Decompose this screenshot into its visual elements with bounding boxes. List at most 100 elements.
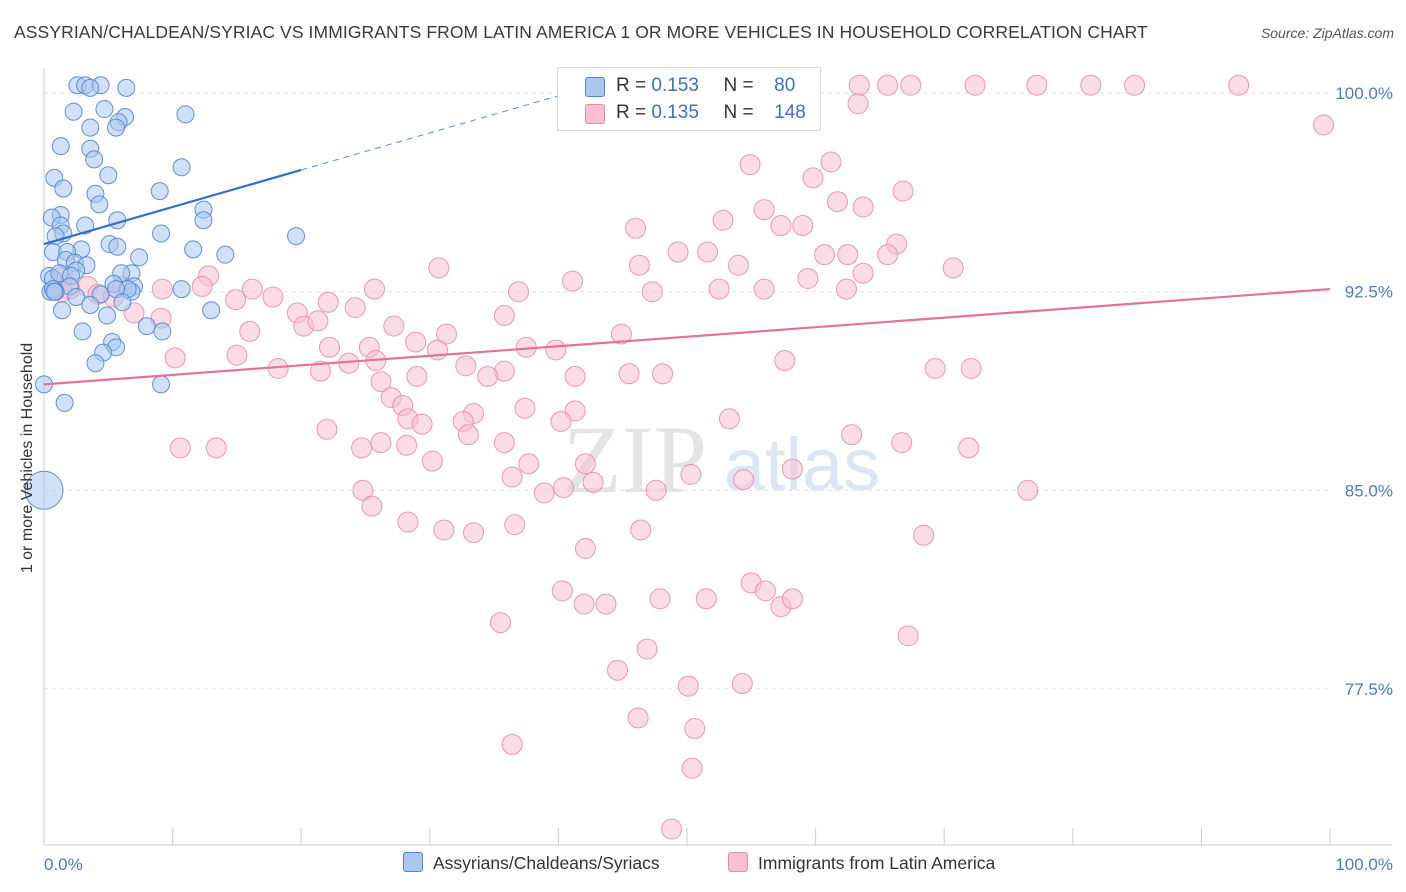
data-point-latin-america [205,437,227,459]
data-point-assyrians [51,137,70,156]
data-point-assyrians [152,375,171,394]
data-point-assyrians [137,317,156,336]
trend-lines [43,78,1331,386]
series-immigrants-latin-america [51,74,1335,840]
legend-n-value: 148 [774,102,806,123]
x-tick-label-min: 0.0% [44,855,83,874]
source-label: Source: ZipAtlas.com [1260,25,1394,41]
data-point-assyrians [55,393,74,412]
legend-r-value: 0.153 [651,75,699,96]
data-point-latin-america [562,270,584,292]
x-tick-label-max: 100.0% [1335,855,1393,874]
data-point-latin-america [463,522,485,544]
data-point-latin-america [641,281,663,303]
data-point-latin-america [1026,74,1048,96]
data-point-latin-america [753,199,775,221]
data-point-assyrians [81,78,100,97]
bottom-legend-item-latin-america: Immigrants from Latin America [728,852,995,876]
data-point-latin-america [307,310,329,332]
data-point-latin-america [370,432,392,454]
data-point-latin-america [753,278,775,300]
data-point-latin-america [820,151,842,173]
data-point-latin-america [718,408,740,430]
data-point-latin-america [960,357,982,379]
data-point-latin-america [574,453,596,475]
data-point-assyrians [85,150,104,169]
data-point-latin-america [501,466,523,488]
data-point-latin-america [792,215,814,237]
data-point-assyrians [107,118,126,137]
data-point-assyrians [53,301,72,320]
data-point-assyrians [54,179,73,198]
legend-n-value: 80 [774,75,796,96]
data-point-latin-america [835,278,857,300]
data-point-latin-america [667,241,689,263]
data-point-latin-america [396,434,418,456]
data-point-assyrians [172,158,191,177]
data-point-assyrians [172,280,191,299]
data-point-latin-america [697,241,719,263]
data-point-latin-america [942,257,964,279]
data-point-latin-america [573,593,595,615]
data-point-latin-america [241,278,263,300]
data-point-assyrians [113,293,132,312]
y-tick-label: 85.0% [1345,481,1393,500]
data-point-latin-america [564,400,586,422]
legend-swatch-blue [585,77,605,97]
data-point-latin-america [564,365,586,387]
trend-line-latin-america [43,287,1331,386]
data-point-latin-america [364,278,386,300]
data-point-latin-america [826,191,848,213]
data-point-latin-america [708,278,730,300]
y-tick-label: 77.5% [1345,680,1393,699]
correlation-legend: R = 0.153 N = 80 R = 0.135 N = 148 [557,67,821,131]
data-point-latin-america [457,424,479,446]
data-point-latin-america [164,347,186,369]
data-point-latin-america [493,305,515,327]
data-point-assyrians [287,227,306,246]
data-point-latin-america [627,707,649,729]
data-point-latin-america [316,418,338,440]
data-point-latin-america [397,511,419,533]
data-point-assyrians [150,182,169,201]
data-point-latin-america [630,519,652,541]
data-point-assyrians [108,237,127,256]
data-point-assyrians [90,195,109,214]
data-point-latin-america [550,410,572,432]
data-point-latin-america [433,519,455,541]
data-point-latin-america [351,437,373,459]
bottom-legend-item-assyrians: Assyrians/Chaldeans/Syriacs [403,852,660,876]
data-point-latin-america [781,458,803,480]
chart-title: ASSYRIAN/CHALDEAN/SYRIAC VS IMMIGRANTS F… [14,22,1148,42]
data-point-latin-america [739,154,761,176]
data-point-latin-america [169,437,191,459]
data-point-latin-america [727,254,749,276]
data-point-latin-america [370,371,392,393]
data-point-latin-america [712,209,734,231]
data-point-assyrians [152,224,171,243]
data-point-assyrians [130,248,149,267]
data-point-latin-america [553,477,575,499]
y-tick-label: 100.0% [1335,84,1393,103]
data-point-latin-america [958,437,980,459]
data-point-latin-america [695,588,717,610]
grid-lines [44,92,1330,690]
data-point-latin-america [924,357,946,379]
legend-swatch-pink [585,104,605,124]
data-point-latin-america [309,360,331,382]
data-point-latin-america [661,818,683,840]
legend-n-label: N = [723,75,754,96]
data-point-latin-america [897,625,919,647]
data-point-latin-america [574,538,596,560]
data-point-latin-america [406,365,428,387]
data-point-latin-america [847,93,869,115]
data-point-latin-america [677,675,699,697]
data-point-latin-america [436,323,458,345]
data-point-assyrians [184,240,203,259]
data-point-latin-america [652,363,674,385]
data-point-latin-america [852,196,874,218]
data-point-latin-america [191,275,213,297]
trend-line-assyrians [43,168,302,246]
data-point-latin-america [383,315,405,337]
legend-row-blue: R = 0.153 N = 80 [616,75,795,99]
